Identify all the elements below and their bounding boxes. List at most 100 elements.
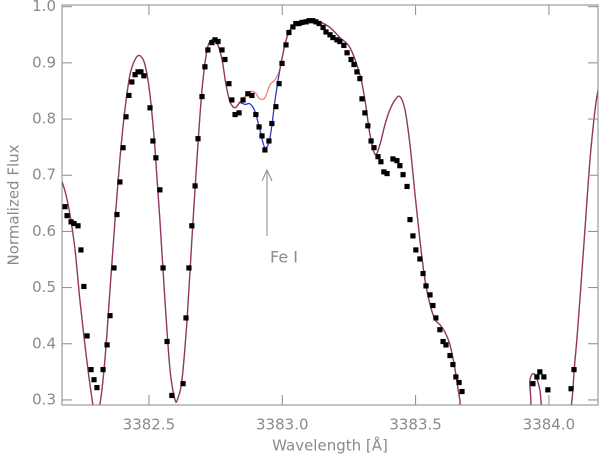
data-point — [232, 111, 238, 118]
data-point — [344, 50, 350, 56]
data-point — [186, 265, 192, 271]
data-point — [279, 60, 285, 67]
data-point — [537, 369, 543, 375]
data-point — [240, 97, 246, 103]
y-tick-label: 0.5 — [32, 278, 56, 296]
data-point — [100, 367, 106, 373]
data-point — [215, 38, 221, 45]
data-point — [404, 183, 410, 190]
x-tick-label: 3383.0 — [256, 416, 309, 434]
data-point — [205, 47, 211, 53]
y-tick-label: 1.0 — [32, 0, 56, 15]
data-point — [117, 179, 123, 185]
data-point — [256, 124, 262, 130]
data-point — [209, 40, 215, 46]
data-point — [245, 91, 251, 97]
data-point — [320, 24, 326, 31]
data-point — [290, 24, 296, 30]
data-point — [71, 220, 77, 227]
data-point — [323, 29, 329, 35]
x-tick-label: 3384.0 — [523, 416, 576, 434]
data-point — [212, 37, 218, 43]
data-point — [269, 120, 275, 127]
x-tick-label: 3382.5 — [123, 416, 176, 434]
data-point — [253, 111, 259, 118]
data-point — [310, 18, 316, 24]
data-point — [180, 381, 186, 387]
data-point — [120, 145, 126, 151]
data-point — [141, 73, 147, 79]
data-point — [104, 342, 110, 348]
data-point — [75, 223, 81, 229]
data-point — [456, 379, 462, 386]
data-point — [107, 313, 113, 319]
data-point — [327, 32, 333, 38]
y-tick-label: 0.9 — [32, 53, 56, 71]
data-point — [568, 386, 574, 392]
data-point — [330, 34, 336, 41]
data-point — [440, 338, 446, 345]
data-point — [114, 211, 120, 218]
data-point — [459, 388, 465, 395]
data-point — [341, 42, 347, 49]
data-point — [189, 223, 195, 229]
annotation-arrowhead — [261, 168, 273, 182]
data-point — [202, 64, 208, 70]
data-point — [153, 155, 159, 161]
data-point — [195, 136, 201, 142]
data-point — [259, 133, 265, 139]
data-point — [397, 163, 403, 169]
data-point — [351, 61, 357, 68]
data-point — [534, 374, 540, 380]
data-point — [273, 104, 279, 110]
data-point — [394, 158, 400, 164]
data-point — [375, 154, 381, 160]
data-point — [362, 110, 368, 116]
data-point — [368, 138, 374, 144]
data-point — [413, 247, 419, 253]
data-point — [94, 384, 100, 391]
data-point — [64, 213, 70, 219]
data-point — [316, 20, 322, 27]
data-point — [62, 204, 68, 210]
data-point — [437, 327, 443, 333]
data-point — [123, 114, 129, 120]
data-point — [433, 315, 439, 321]
data-point — [390, 156, 396, 162]
data-point — [417, 256, 423, 262]
data-point — [541, 374, 547, 380]
data-point — [147, 105, 153, 111]
data-point — [236, 110, 242, 116]
data-point — [427, 292, 433, 298]
data-point — [91, 377, 97, 383]
data-point — [68, 219, 74, 225]
data-point — [313, 19, 319, 25]
y-axis-label: Normalized Flux — [5, 144, 23, 265]
data-point — [84, 333, 90, 339]
data-point — [81, 283, 87, 290]
data-point — [88, 367, 94, 373]
data-point — [183, 315, 189, 321]
annotation: Fe I — [270, 248, 298, 267]
data-point — [365, 123, 371, 129]
data-point — [249, 92, 255, 99]
data-point — [226, 81, 232, 87]
data-point — [450, 361, 456, 368]
data-point — [160, 265, 166, 271]
data-point — [229, 97, 235, 103]
data-point — [129, 79, 135, 85]
data-point — [199, 93, 205, 100]
data-point — [157, 187, 163, 193]
data-point — [262, 147, 268, 153]
data-point — [530, 381, 536, 387]
data-point — [169, 392, 175, 399]
data-point — [219, 47, 225, 53]
data-point — [545, 387, 551, 393]
data-point — [222, 56, 228, 63]
model-line — [62, 18, 598, 405]
plot-frame — [61, 4, 599, 406]
data-point — [423, 283, 429, 289]
data-point — [354, 69, 360, 75]
y-tick-label: 0.8 — [32, 110, 56, 128]
data-point — [359, 96, 365, 102]
